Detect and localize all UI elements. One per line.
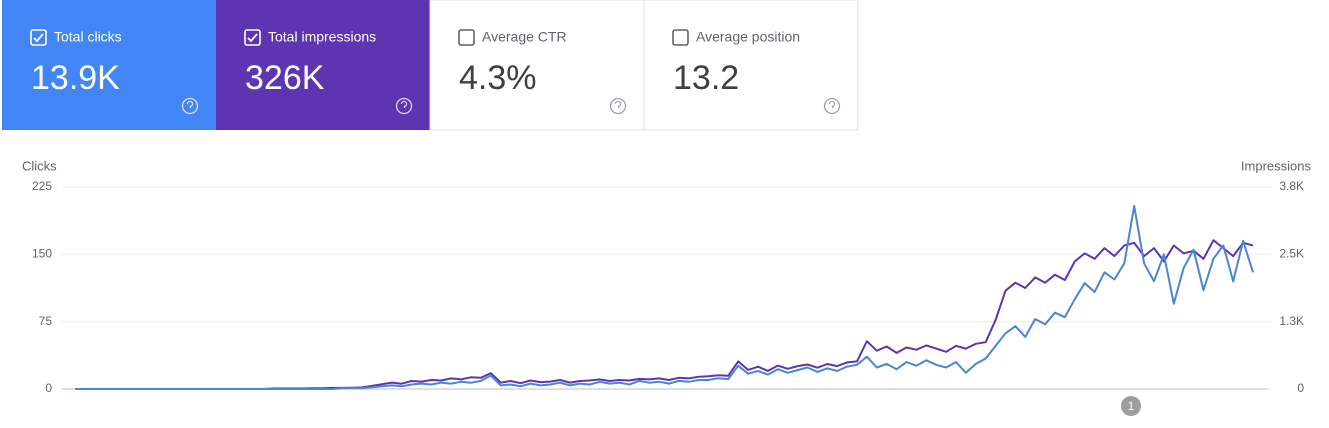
metric-card[interactable]: Average position 13.2 [643, 0, 859, 131]
help-mark [828, 100, 836, 108]
y2-tick-label: 0 [1297, 381, 1304, 395]
metric-value: 13.9K [31, 59, 120, 97]
help-mark [400, 100, 408, 108]
help-icon [181, 97, 199, 115]
metric-label: Average CTR [482, 29, 567, 45]
checkbox[interactable] [672, 29, 689, 46]
series-line [75, 239, 1254, 390]
annotation-marker[interactable] [1121, 396, 1141, 416]
y-tick-label: 150 [32, 247, 52, 261]
y-axis-label: Clicks [22, 158, 57, 173]
card-background [643, 0, 859, 131]
metric-label: Total clicks [54, 29, 122, 45]
card-background [429, 0, 645, 131]
help-mark [614, 100, 622, 108]
y2-tick-label: 2.5K [1279, 247, 1304, 261]
metric-value: 4.3% [459, 59, 537, 97]
metric-card[interactable]: Total impressions 326K [216, 0, 430, 130]
help-icon [609, 97, 627, 115]
y2-tick-label: 3.8K [1279, 179, 1304, 193]
help-icon [395, 97, 413, 115]
card-background [2, 0, 216, 130]
checkbox[interactable] [458, 29, 475, 46]
y2-axis-label: Impressions [1241, 158, 1312, 173]
help-icon [823, 97, 841, 115]
checkbox[interactable] [30, 29, 47, 46]
metric-value: 13.2 [673, 59, 739, 97]
card-background [216, 0, 430, 130]
metric-card[interactable]: Total clicks 13.9K [2, 0, 216, 130]
metric-card[interactable]: Average CTR 4.3% [429, 0, 645, 131]
annotation-label: 1 [1128, 399, 1135, 413]
metric-label: Total impressions [268, 29, 376, 45]
checkmark [33, 33, 44, 43]
y2-tick-label: 1.3K [1279, 314, 1304, 328]
metric-value: 326K [245, 59, 325, 97]
checkbox[interactable] [244, 29, 261, 46]
y-tick-label: 75 [39, 314, 53, 328]
checkmark [247, 33, 258, 43]
series-line [75, 204, 1254, 390]
help-mark [186, 100, 194, 108]
y-tick-label: 0 [45, 381, 52, 395]
y-tick-label: 225 [32, 179, 52, 193]
metric-label: Average position [696, 29, 800, 45]
